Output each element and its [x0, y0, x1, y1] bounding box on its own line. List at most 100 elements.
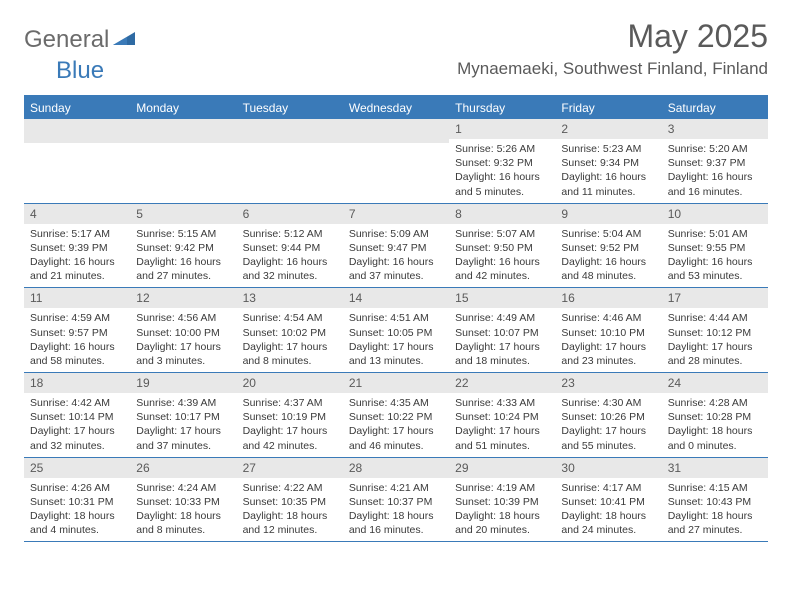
day-cell: 2Sunrise: 5:23 AMSunset: 9:34 PMDaylight… — [555, 119, 661, 203]
day-cell: 9Sunrise: 5:04 AMSunset: 9:52 PMDaylight… — [555, 204, 661, 288]
sunset-line: Sunset: 10:17 PM — [136, 410, 230, 424]
calendar-grid: SundayMondayTuesdayWednesdayThursdayFrid… — [24, 95, 768, 542]
day-cell — [343, 119, 449, 203]
day-cell: 16Sunrise: 4:46 AMSunset: 10:10 PMDaylig… — [555, 288, 661, 372]
daylight-line: Daylight: 16 hours and 37 minutes. — [349, 255, 443, 283]
daylight-line: Daylight: 17 hours and 32 minutes. — [30, 424, 124, 452]
day-details: Sunrise: 5:04 AMSunset: 9:52 PMDaylight:… — [555, 224, 661, 288]
sunrise-line: Sunrise: 4:39 AM — [136, 396, 230, 410]
day-number: 23 — [555, 373, 661, 393]
day-number — [237, 119, 343, 143]
day-number: 21 — [343, 373, 449, 393]
day-cell: 13Sunrise: 4:54 AMSunset: 10:02 PMDaylig… — [237, 288, 343, 372]
day-details: Sunrise: 4:44 AMSunset: 10:12 PMDaylight… — [662, 308, 768, 372]
daylight-line: Daylight: 16 hours and 32 minutes. — [243, 255, 337, 283]
day-number: 4 — [24, 204, 130, 224]
day-cell: 31Sunrise: 4:15 AMSunset: 10:43 PMDaylig… — [662, 458, 768, 542]
day-number: 30 — [555, 458, 661, 478]
day-number: 31 — [662, 458, 768, 478]
sunrise-line: Sunrise: 4:51 AM — [349, 311, 443, 325]
sunrise-line: Sunrise: 4:19 AM — [455, 481, 549, 495]
day-cell: 8Sunrise: 5:07 AMSunset: 9:50 PMDaylight… — [449, 204, 555, 288]
day-details: Sunrise: 5:12 AMSunset: 9:44 PMDaylight:… — [237, 224, 343, 288]
day-details: Sunrise: 5:23 AMSunset: 9:34 PMDaylight:… — [555, 139, 661, 203]
sunrise-line: Sunrise: 5:17 AM — [30, 227, 124, 241]
day-number: 3 — [662, 119, 768, 139]
day-number — [130, 119, 236, 143]
sunset-line: Sunset: 10:22 PM — [349, 410, 443, 424]
sunset-line: Sunset: 10:19 PM — [243, 410, 337, 424]
day-number: 16 — [555, 288, 661, 308]
sunset-line: Sunset: 10:43 PM — [668, 495, 762, 509]
sunrise-line: Sunrise: 5:09 AM — [349, 227, 443, 241]
sunrise-line: Sunrise: 4:30 AM — [561, 396, 655, 410]
month-title: May 2025 — [457, 18, 768, 55]
day-number: 18 — [24, 373, 130, 393]
daylight-line: Daylight: 16 hours and 42 minutes. — [455, 255, 549, 283]
daylight-line: Daylight: 16 hours and 5 minutes. — [455, 170, 549, 198]
sunset-line: Sunset: 9:44 PM — [243, 241, 337, 255]
day-cell: 11Sunrise: 4:59 AMSunset: 9:57 PMDayligh… — [24, 288, 130, 372]
day-number: 27 — [237, 458, 343, 478]
sunrise-line: Sunrise: 4:42 AM — [30, 396, 124, 410]
day-number: 5 — [130, 204, 236, 224]
week-row: 25Sunrise: 4:26 AMSunset: 10:31 PMDaylig… — [24, 458, 768, 543]
sunrise-line: Sunrise: 4:46 AM — [561, 311, 655, 325]
sunset-line: Sunset: 9:34 PM — [561, 156, 655, 170]
day-cell: 15Sunrise: 4:49 AMSunset: 10:07 PMDaylig… — [449, 288, 555, 372]
brand-triangle-icon — [113, 29, 135, 52]
day-number: 13 — [237, 288, 343, 308]
day-cell: 18Sunrise: 4:42 AMSunset: 10:14 PMDaylig… — [24, 373, 130, 457]
day-cell: 27Sunrise: 4:22 AMSunset: 10:35 PMDaylig… — [237, 458, 343, 542]
sunset-line: Sunset: 10:05 PM — [349, 326, 443, 340]
sunset-line: Sunset: 9:32 PM — [455, 156, 549, 170]
day-number: 26 — [130, 458, 236, 478]
weeks-container: 1Sunrise: 5:26 AMSunset: 9:32 PMDaylight… — [24, 119, 768, 542]
day-details: Sunrise: 4:37 AMSunset: 10:19 PMDaylight… — [237, 393, 343, 457]
daylight-line: Daylight: 18 hours and 8 minutes. — [136, 509, 230, 537]
sunrise-line: Sunrise: 5:01 AM — [668, 227, 762, 241]
day-cell: 5Sunrise: 5:15 AMSunset: 9:42 PMDaylight… — [130, 204, 236, 288]
day-details: Sunrise: 4:39 AMSunset: 10:17 PMDaylight… — [130, 393, 236, 457]
day-details: Sunrise: 5:07 AMSunset: 9:50 PMDaylight:… — [449, 224, 555, 288]
daylight-line: Daylight: 17 hours and 51 minutes. — [455, 424, 549, 452]
day-details: Sunrise: 5:09 AMSunset: 9:47 PMDaylight:… — [343, 224, 449, 288]
day-cell: 26Sunrise: 4:24 AMSunset: 10:33 PMDaylig… — [130, 458, 236, 542]
sunset-line: Sunset: 9:52 PM — [561, 241, 655, 255]
day-cell: 29Sunrise: 4:19 AMSunset: 10:39 PMDaylig… — [449, 458, 555, 542]
day-cell: 30Sunrise: 4:17 AMSunset: 10:41 PMDaylig… — [555, 458, 661, 542]
sunrise-line: Sunrise: 4:17 AM — [561, 481, 655, 495]
daylight-line: Daylight: 17 hours and 18 minutes. — [455, 340, 549, 368]
day-number: 25 — [24, 458, 130, 478]
day-number: 14 — [343, 288, 449, 308]
day-cell: 20Sunrise: 4:37 AMSunset: 10:19 PMDaylig… — [237, 373, 343, 457]
sunrise-line: Sunrise: 4:26 AM — [30, 481, 124, 495]
brand-text-general: General — [24, 26, 109, 54]
day-details: Sunrise: 4:33 AMSunset: 10:24 PMDaylight… — [449, 393, 555, 457]
sunset-line: Sunset: 10:41 PM — [561, 495, 655, 509]
day-details: Sunrise: 4:51 AMSunset: 10:05 PMDaylight… — [343, 308, 449, 372]
day-number: 19 — [130, 373, 236, 393]
day-details: Sunrise: 4:56 AMSunset: 10:00 PMDaylight… — [130, 308, 236, 372]
day-details: Sunrise: 5:20 AMSunset: 9:37 PMDaylight:… — [662, 139, 768, 203]
daylight-line: Daylight: 17 hours and 23 minutes. — [561, 340, 655, 368]
day-number: 9 — [555, 204, 661, 224]
weekday-header-row: SundayMondayTuesdayWednesdayThursdayFrid… — [24, 97, 768, 119]
day-details: Sunrise: 4:24 AMSunset: 10:33 PMDaylight… — [130, 478, 236, 542]
sunrise-line: Sunrise: 4:15 AM — [668, 481, 762, 495]
day-details: Sunrise: 5:26 AMSunset: 9:32 PMDaylight:… — [449, 139, 555, 203]
day-number — [24, 119, 130, 143]
sunset-line: Sunset: 9:37 PM — [668, 156, 762, 170]
sunrise-line: Sunrise: 5:07 AM — [455, 227, 549, 241]
daylight-line: Daylight: 16 hours and 27 minutes. — [136, 255, 230, 283]
weekday-header-cell: Friday — [555, 97, 661, 119]
day-cell: 23Sunrise: 4:30 AMSunset: 10:26 PMDaylig… — [555, 373, 661, 457]
day-details: Sunrise: 4:49 AMSunset: 10:07 PMDaylight… — [449, 308, 555, 372]
sunrise-line: Sunrise: 5:04 AM — [561, 227, 655, 241]
day-number: 20 — [237, 373, 343, 393]
brand-logo: General — [24, 26, 137, 54]
sunset-line: Sunset: 10:26 PM — [561, 410, 655, 424]
day-details: Sunrise: 4:22 AMSunset: 10:35 PMDaylight… — [237, 478, 343, 542]
day-number: 29 — [449, 458, 555, 478]
sunset-line: Sunset: 10:33 PM — [136, 495, 230, 509]
